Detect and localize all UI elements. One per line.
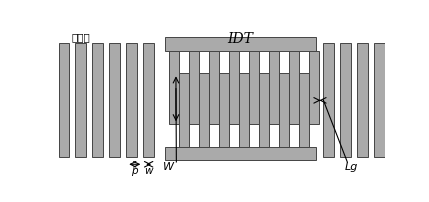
Bar: [340, 43, 351, 157]
Bar: [219, 74, 229, 147]
Bar: [374, 43, 385, 157]
Bar: [239, 74, 249, 147]
Bar: [199, 74, 208, 147]
Text: Lg: Lg: [344, 161, 358, 171]
Bar: [229, 52, 239, 125]
Text: IDT: IDT: [227, 32, 253, 46]
Bar: [76, 43, 86, 157]
Bar: [208, 52, 219, 125]
Bar: [169, 52, 178, 125]
Text: w: w: [145, 165, 153, 175]
Bar: [279, 74, 289, 147]
Bar: [109, 43, 120, 157]
Bar: [178, 74, 189, 147]
Bar: [58, 43, 69, 157]
Bar: [165, 147, 317, 161]
Bar: [309, 52, 319, 125]
Bar: [289, 52, 299, 125]
Bar: [126, 43, 137, 157]
Bar: [249, 52, 259, 125]
Bar: [165, 38, 317, 52]
Text: p: p: [131, 165, 138, 175]
Bar: [259, 74, 269, 147]
Bar: [299, 74, 309, 147]
Text: 反射栅: 反射栅: [72, 32, 91, 42]
Bar: [357, 43, 368, 157]
Bar: [189, 52, 199, 125]
Bar: [92, 43, 103, 157]
Text: W: W: [163, 161, 174, 171]
Bar: [143, 43, 154, 157]
Bar: [269, 52, 279, 125]
Bar: [323, 43, 334, 157]
